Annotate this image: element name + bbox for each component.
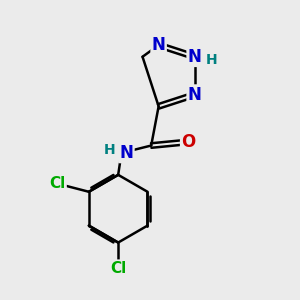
- Text: N: N: [152, 36, 166, 54]
- Text: N: N: [188, 85, 202, 103]
- Text: N: N: [188, 48, 202, 66]
- Text: H: H: [206, 53, 217, 67]
- Text: O: O: [181, 133, 196, 151]
- Text: Cl: Cl: [110, 261, 126, 276]
- Text: Cl: Cl: [50, 176, 66, 191]
- Text: H: H: [104, 143, 116, 157]
- Text: N: N: [119, 144, 134, 162]
